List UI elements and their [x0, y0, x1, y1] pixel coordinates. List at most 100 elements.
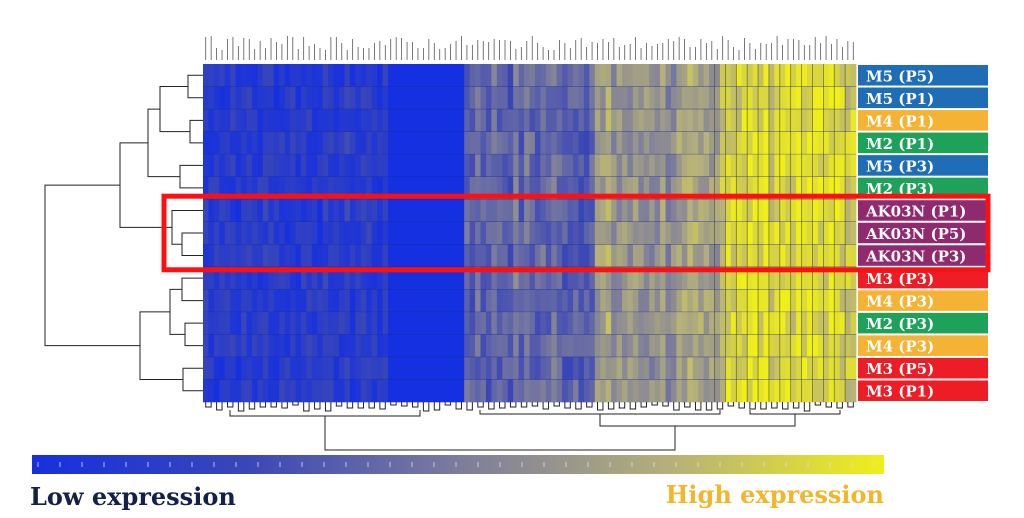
heatmap-cell — [349, 221, 356, 245]
heatmap-cell — [551, 266, 558, 290]
heatmap-cell — [823, 379, 830, 403]
heatmap-cell — [845, 64, 851, 87]
heatmap-cell — [257, 221, 264, 245]
heatmap-cell — [807, 64, 813, 87]
heatmap-cell — [758, 131, 764, 155]
heatmap-cell — [600, 64, 607, 87]
heatmap-cell — [573, 289, 579, 313]
heatmap-cell — [262, 199, 269, 223]
heatmap-cell — [251, 379, 258, 403]
heatmap-cell — [208, 379, 215, 403]
heatmap-cell — [219, 289, 226, 313]
heatmap-cell — [692, 221, 699, 245]
heatmap-cell — [649, 289, 656, 313]
heatmap-cell — [627, 334, 634, 358]
heatmap-cell — [436, 64, 443, 87]
heatmap-cell — [823, 131, 830, 155]
heatmap-cell — [420, 176, 427, 200]
heatmap-cell — [785, 311, 792, 335]
heatmap-cell — [377, 379, 383, 403]
heatmap-cell — [643, 154, 650, 177]
heatmap-cell — [578, 154, 585, 177]
heatmap-cell — [725, 356, 732, 380]
heatmap-cell — [643, 109, 650, 132]
heatmap-cell — [388, 334, 394, 358]
heatmap-cell — [589, 199, 596, 223]
heatmap-cell — [442, 176, 449, 200]
heatmap-cell — [431, 154, 438, 177]
heatmap-cell — [845, 244, 851, 268]
heatmap-cell — [420, 154, 427, 177]
heatmap-cell — [311, 289, 318, 313]
heatmap-cell — [698, 199, 705, 223]
heatmap-cell — [480, 109, 487, 132]
heatmap-cell — [393, 199, 400, 223]
heatmap-cell — [224, 266, 231, 290]
dendrogram-branch — [181, 277, 203, 302]
heatmap-cell — [273, 311, 280, 335]
heatmap-cell — [747, 109, 754, 132]
heatmap-cell — [567, 109, 574, 132]
heatmap-cell — [638, 311, 645, 335]
heatmap-cell — [649, 131, 656, 155]
heatmap-cell — [262, 154, 269, 177]
heatmap-cell — [279, 109, 286, 132]
heatmap-cell — [583, 154, 590, 177]
heatmap-cell — [355, 356, 362, 380]
heatmap-cell — [513, 334, 520, 358]
heatmap-cell — [524, 356, 530, 380]
heatmap-cell — [317, 109, 324, 132]
heatmap-cell — [284, 334, 291, 358]
heatmap-cell — [573, 64, 579, 87]
heatmap-cell — [279, 64, 286, 87]
heatmap-cell — [268, 311, 275, 335]
heatmap-cell — [763, 221, 770, 245]
low-expression-label: Low expression — [30, 482, 236, 511]
heatmap-cell — [774, 221, 781, 245]
heatmap-cell — [246, 199, 253, 223]
heatmap-cell — [670, 266, 677, 290]
heatmap-cell — [676, 176, 683, 200]
heatmap-cell — [714, 379, 721, 403]
heatmap-cell — [496, 334, 503, 358]
heatmap-cell — [360, 334, 367, 358]
heatmap-cell — [485, 244, 492, 268]
heatmap-cell — [279, 289, 286, 313]
heatmap-cell — [594, 86, 601, 110]
heatmap-cell — [322, 64, 329, 87]
heatmap-cell — [388, 131, 394, 155]
heatmap-cell — [812, 289, 819, 313]
heatmap-cell — [687, 131, 694, 155]
heatmap-cell — [453, 64, 460, 87]
heatmap-cell — [801, 221, 808, 245]
heatmap-cell — [850, 334, 857, 358]
heatmap-cell — [371, 379, 378, 403]
heatmap-cell — [513, 109, 520, 132]
heatmap-cell — [518, 176, 525, 200]
heatmap-cell — [485, 86, 492, 110]
heatmap-cell — [758, 334, 764, 358]
heatmap-cell — [665, 199, 672, 223]
heatmap-cell — [447, 86, 454, 110]
heatmap-cell — [540, 244, 547, 268]
heatmap-cell — [246, 154, 253, 177]
heatmap-cell — [426, 131, 432, 155]
heatmap-cell — [812, 199, 819, 223]
heatmap-cell — [828, 334, 835, 358]
heatmap-cell — [741, 334, 748, 358]
heatmap-cell — [322, 131, 329, 155]
heatmap-cell — [529, 154, 536, 177]
heatmap-cell — [540, 356, 547, 380]
heatmap-cell — [719, 131, 726, 155]
heatmap-cell — [774, 154, 781, 177]
heatmap-cell — [752, 311, 759, 335]
heatmap-cell — [513, 244, 520, 268]
heatmap-cell — [632, 311, 639, 335]
heatmap-cell — [431, 379, 438, 403]
heatmap-cell — [725, 334, 732, 358]
heatmap-cell — [719, 176, 726, 200]
heatmap-cell — [513, 199, 520, 223]
heatmap-cell — [741, 154, 748, 177]
heatmap-cell — [513, 86, 520, 110]
